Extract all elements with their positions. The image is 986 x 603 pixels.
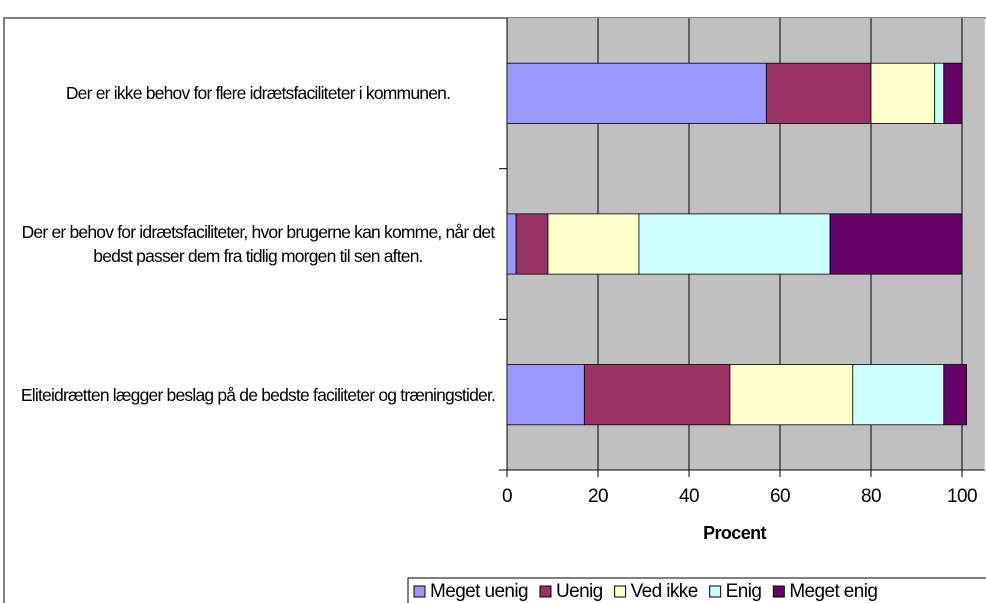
legend-box: [407, 577, 986, 603]
legend-label: Uenig: [556, 581, 603, 602]
bar-segment: [870, 62, 936, 124]
bar-segment: [506, 213, 517, 275]
x-tick-label: 100: [947, 486, 977, 507]
bar-segment: [506, 364, 585, 426]
legend-swatch: [772, 585, 785, 598]
bar-segment: [943, 364, 967, 426]
legend-label: Ved ikke: [631, 581, 698, 602]
bar-segment: [506, 62, 767, 124]
x-tick-label: 20: [588, 486, 608, 507]
legend-swatch: [709, 585, 722, 598]
bar-segment: [829, 213, 963, 275]
bar-segment: [943, 62, 963, 124]
bar-segment: [547, 213, 640, 275]
x-tick-label: 0: [502, 486, 512, 507]
legend-swatch: [614, 585, 627, 598]
legend-label: Meget enig: [789, 581, 877, 602]
legend-swatch: [413, 585, 426, 598]
x-axis-title: Procent: [703, 523, 766, 543]
bar-segment: [638, 213, 831, 275]
bar-segment: [765, 62, 872, 124]
legend-swatch: [539, 585, 552, 598]
bar-segment: [729, 364, 854, 426]
bar-segment: [852, 364, 945, 426]
category-label: Eliteidrætten lægger beslag på de bedste…: [20, 384, 496, 405]
bar-segment: [515, 213, 549, 275]
bar-segment: [934, 62, 945, 124]
x-tick-label: 60: [770, 486, 790, 507]
legend-label: Enig: [726, 581, 762, 602]
x-tick-label: 40: [679, 486, 699, 507]
category-label: Der er ikke behov for flere idrætsfacili…: [65, 83, 451, 104]
x-tick-label: 80: [861, 486, 881, 507]
bar-segment: [583, 364, 731, 426]
legend-label: Meget uenig: [430, 581, 528, 602]
category-label: Der er behov for idrætsfaciliteter, hvor…: [21, 222, 496, 266]
